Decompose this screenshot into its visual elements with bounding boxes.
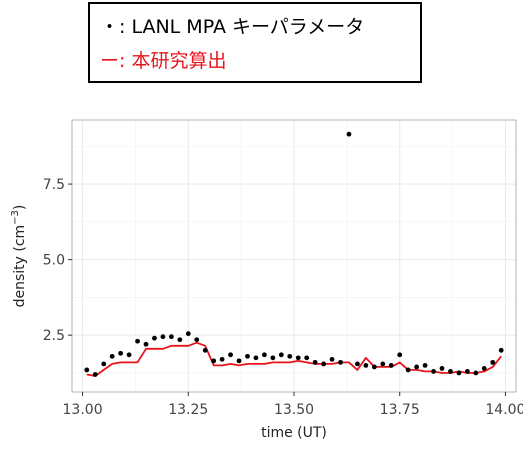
- lanl-density-point: [498, 347, 504, 353]
- lanl-density-point: [355, 361, 360, 367]
- lanl-density-point: [194, 337, 200, 343]
- x-axis-label: time (UT): [261, 425, 327, 441]
- lanl-density-point: [84, 367, 90, 373]
- x-tick-label: 13.50: [274, 402, 314, 418]
- lanl-density-point: [321, 361, 326, 367]
- legend-item-calculated: ー: 本研究算出: [100, 46, 226, 73]
- lanl-density-point: [414, 364, 420, 370]
- y-axis-label: density (cm−3): [10, 205, 28, 308]
- legend-symbol-line: ー:: [100, 50, 126, 72]
- x-tick-label: 13.25: [168, 402, 208, 418]
- lanl-density-point: [236, 358, 242, 364]
- lanl-density-point: [270, 355, 276, 361]
- lanl-density-point: [304, 355, 310, 361]
- lanl-density-point: [439, 366, 445, 371]
- lanl-density-point: [388, 363, 394, 368]
- legend-item-lanl: ・: LANL MPA キーパラメータ: [100, 12, 364, 39]
- lanl-density-point: [202, 347, 208, 353]
- y-tick-label: 2.5: [43, 328, 65, 344]
- lanl-density-point: [143, 341, 149, 347]
- lanl-density-point: [109, 353, 115, 359]
- series-layer: [84, 131, 504, 377]
- lanl-density-point: [278, 352, 284, 358]
- lanl-density-point: [245, 353, 250, 359]
- x-tick-label: 13.00: [63, 402, 103, 418]
- lanl-density-point: [431, 369, 436, 374]
- y-axis-label-exponent: −3: [10, 210, 21, 225]
- lanl-density-point: [338, 359, 343, 365]
- lanl-density-point: [219, 356, 225, 362]
- lanl-density-point: [253, 355, 259, 361]
- grid-lines: [72, 120, 516, 392]
- lanl-density-point: [160, 334, 166, 340]
- lanl-density-point: [185, 331, 191, 337]
- lanl-density-point: [397, 352, 403, 358]
- lanl-density-point: [481, 366, 487, 371]
- axis-layer: 13.00 13.25 13.50 13.75 14.00 2.5 5.0 7.5: [43, 177, 523, 418]
- legend-symbol-dot: ・:: [100, 16, 126, 38]
- x-tick-label: 13.75: [380, 402, 420, 418]
- lanl-density-point: [363, 363, 369, 368]
- y-axis-label-suffix: ): [12, 205, 28, 210]
- x-tick-label: 14.00: [485, 402, 523, 418]
- lanl-density-point: [464, 369, 470, 374]
- lanl-density-point: [92, 372, 98, 377]
- lanl-density-point: [211, 358, 217, 364]
- lanl-density-point: [371, 364, 377, 370]
- lanl-density-point: [473, 370, 479, 376]
- legend-label-calculated: 本研究算出: [131, 50, 227, 72]
- lanl-density-point: [101, 361, 107, 367]
- lanl-density-point: [135, 338, 140, 344]
- lanl-density-point: [490, 359, 496, 365]
- y-tick-label: 7.5: [43, 177, 65, 193]
- lanl-density-point: [168, 334, 174, 340]
- lanl-density-point: [262, 352, 267, 358]
- y-tick-label: 5.0: [43, 253, 65, 269]
- lanl-density-point: [448, 369, 453, 374]
- lanl-density-point: [312, 359, 318, 365]
- legend-box: ・: LANL MPA キーパラメータ ー: 本研究算出: [88, 2, 422, 83]
- lanl-density-point: [456, 370, 462, 376]
- lanl-density-point: [177, 337, 183, 343]
- y-axis-label-main: density (cm: [12, 225, 28, 308]
- lanl-density-point: [287, 353, 293, 359]
- lanl-density-point: [295, 355, 301, 361]
- lanl-density-point: [118, 350, 124, 356]
- lanl-density-point: [405, 367, 411, 373]
- legend-label-lanl: LANL MPA キーパラメータ: [131, 16, 365, 38]
- lanl-density-point: [380, 361, 386, 367]
- lanl-density-point: [126, 352, 132, 358]
- lanl-density-point: [228, 352, 233, 358]
- lanl-density-point: [152, 335, 157, 341]
- lanl-density-point: [346, 131, 352, 137]
- lanl-density-point: [422, 363, 428, 368]
- lanl-density-point: [329, 356, 335, 362]
